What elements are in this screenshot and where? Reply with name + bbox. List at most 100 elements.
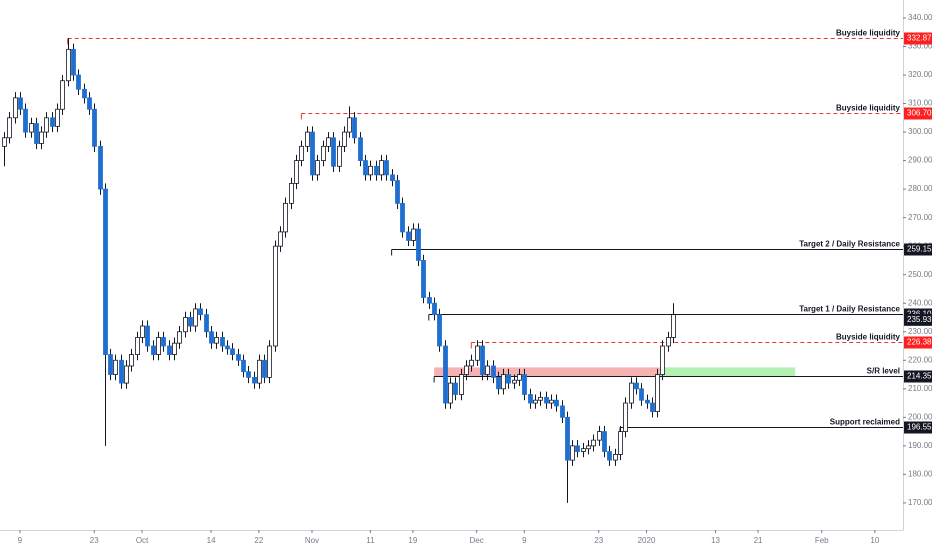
price-box: [904, 107, 932, 120]
price-box-label: 332.87: [907, 34, 932, 43]
candle-body: [607, 451, 612, 461]
level-label: S/R level: [867, 367, 900, 376]
candle-body: [188, 317, 193, 327]
candle-body: [597, 431, 602, 441]
candle-body: [512, 379, 517, 384]
price-box: [904, 370, 932, 383]
candle-body: [167, 345, 172, 355]
x-tick-label: Nov: [305, 536, 319, 545]
candle-body: [23, 108, 28, 133]
candle-body: [92, 108, 97, 147]
candle-body: [34, 123, 39, 144]
level-label: Buyside liquidity: [836, 29, 901, 38]
candle-body: [565, 416, 570, 461]
candle-body: [666, 337, 671, 347]
candle-body: [671, 314, 676, 338]
x-tick-label: Dec: [469, 536, 483, 545]
candle-body: [660, 345, 665, 375]
candle-body: [491, 365, 496, 378]
candle-body: [613, 454, 618, 461]
y-tick-label: 200.00: [908, 412, 932, 421]
candle-body: [267, 345, 272, 378]
candle-body: [278, 231, 283, 247]
candle-body: [161, 337, 166, 347]
y-tick-label: 320.00: [908, 70, 932, 79]
candle-body: [506, 374, 511, 384]
candle-body: [337, 145, 342, 167]
candle-body: [29, 123, 34, 133]
candle-body: [480, 345, 485, 375]
candle-body: [437, 314, 442, 347]
y-tick-label: 180.00: [908, 469, 932, 478]
candle-body: [2, 137, 7, 147]
x-tick-label: 23: [594, 536, 603, 545]
last-price-box: [904, 313, 932, 326]
last-price-label: 235.93: [907, 315, 932, 324]
candle-body: [273, 245, 278, 347]
candle-body: [352, 117, 357, 139]
candle-body: [177, 331, 182, 344]
candle-body: [257, 359, 262, 384]
candle-body: [209, 331, 214, 344]
price-box: [904, 336, 932, 349]
x-tick-label: 10: [870, 536, 879, 545]
candle-body: [299, 145, 304, 161]
x-tick-label: 23: [90, 536, 99, 545]
candle-body: [475, 345, 480, 361]
candle-body: [124, 365, 129, 384]
level-label: Support reclaimed: [830, 418, 900, 427]
candle-body: [326, 137, 331, 147]
price-box-label: 226.38: [907, 338, 932, 347]
y-tick-label: 210.00: [908, 384, 932, 393]
candle-body: [50, 117, 55, 127]
candle-body: [230, 348, 235, 355]
y-tick-label: 240.00: [908, 298, 932, 307]
candle-body: [183, 317, 188, 333]
candle-body: [427, 297, 432, 304]
candle-body: [586, 445, 591, 450]
candle-body: [140, 325, 145, 338]
candle-body: [246, 371, 251, 378]
price-box-label: 306.70: [907, 109, 932, 118]
price-box-label: 196.55: [907, 423, 932, 432]
y-tick-label: 310.00: [908, 99, 932, 108]
candle-body: [262, 359, 267, 378]
candle-body: [384, 160, 389, 176]
candle-body: [151, 345, 156, 355]
candle-body: [453, 382, 458, 395]
candle-body: [39, 131, 44, 144]
candle-body: [363, 160, 368, 176]
candle-body: [623, 402, 628, 432]
candle-body: [66, 48, 71, 82]
candle-body: [193, 308, 198, 327]
y-tick-label: 250.00: [908, 270, 932, 279]
candle-body: [581, 448, 586, 452]
candle-body: [533, 399, 538, 404]
zone: [434, 367, 660, 377]
candle-body: [602, 431, 607, 452]
y-tick-label: 280.00: [908, 184, 932, 193]
y-tick-label: 290.00: [908, 156, 932, 165]
price-box: [904, 421, 932, 434]
y-tick-label: 170.00: [908, 498, 932, 507]
candle-body: [655, 374, 660, 413]
candle-body: [315, 160, 320, 176]
price-box: [904, 32, 932, 45]
candle-body: [411, 228, 416, 241]
candle-body: [517, 374, 522, 381]
x-tick-label: 21: [754, 536, 763, 545]
candle-body: [305, 131, 310, 147]
candle-body: [432, 302, 437, 316]
candle-body: [13, 97, 18, 119]
level-label: Target 1 / Daily Resistance: [799, 305, 900, 314]
y-tick-label: 340.00: [908, 13, 932, 22]
candle-body: [87, 97, 92, 110]
candle-body: [60, 80, 65, 110]
candle-body: [82, 88, 87, 99]
price-box-label: 259.15: [907, 245, 932, 254]
candle-body: [443, 345, 448, 404]
x-tick-label: 9: [522, 536, 527, 545]
candle-body: [108, 354, 113, 375]
y-tick-label: 300.00: [908, 127, 932, 136]
